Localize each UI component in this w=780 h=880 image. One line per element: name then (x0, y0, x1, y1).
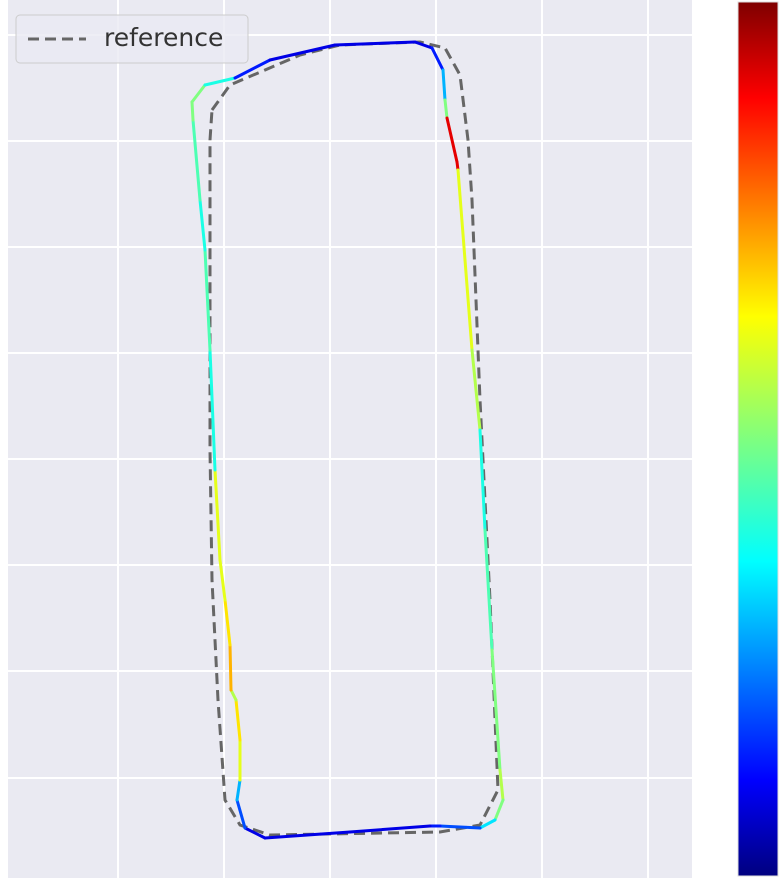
colorbar (737, 1, 779, 877)
trajectory-segment (333, 40, 417, 47)
trajectory-segment (190, 83, 207, 104)
trajectory-segment (263, 830, 352, 840)
trajectory-segment (198, 198, 207, 252)
trajectory-segment (490, 648, 502, 772)
trajectory-segment (478, 428, 487, 532)
trajectory-segment (190, 100, 195, 122)
trajectory-segment (203, 76, 237, 87)
legend-box (15, 14, 249, 64)
trajectory-segment (456, 168, 467, 262)
trajectory-segment (233, 58, 272, 80)
trajectory-segment (229, 688, 238, 702)
trajectory-segment (191, 118, 202, 202)
trajectory-segment (213, 468, 222, 562)
trajectory-segment (498, 768, 505, 802)
trajectory-segment (208, 348, 217, 472)
trajectory-segment (463, 258, 474, 352)
trajectory-segment (443, 98, 449, 120)
legend: reference (15, 14, 249, 64)
trajectory-segment (470, 348, 482, 432)
trajectory-segment (483, 528, 494, 652)
trajectory-segment (430, 46, 445, 72)
trajectory-segment (493, 798, 505, 822)
trajectory-segment (243, 826, 267, 840)
trajectory-segment (235, 798, 247, 830)
trajectory-segment (234, 698, 242, 742)
trajectory-segment (268, 43, 337, 62)
trajectory-segment (235, 778, 242, 802)
trajectory-segment (438, 824, 482, 830)
trajectory-segment (478, 818, 497, 830)
legend-label: reference (104, 23, 223, 52)
trajectory-segment (223, 598, 232, 647)
trajectory-segment (441, 68, 447, 102)
trajectory-segment (203, 248, 212, 352)
trajectory-segment (218, 558, 227, 602)
trajectory-segment (348, 824, 432, 834)
trajectory-segment (228, 643, 233, 692)
trajectory-segment (413, 40, 434, 50)
trajectory-segment (445, 116, 459, 164)
plot-area (8, 0, 692, 878)
